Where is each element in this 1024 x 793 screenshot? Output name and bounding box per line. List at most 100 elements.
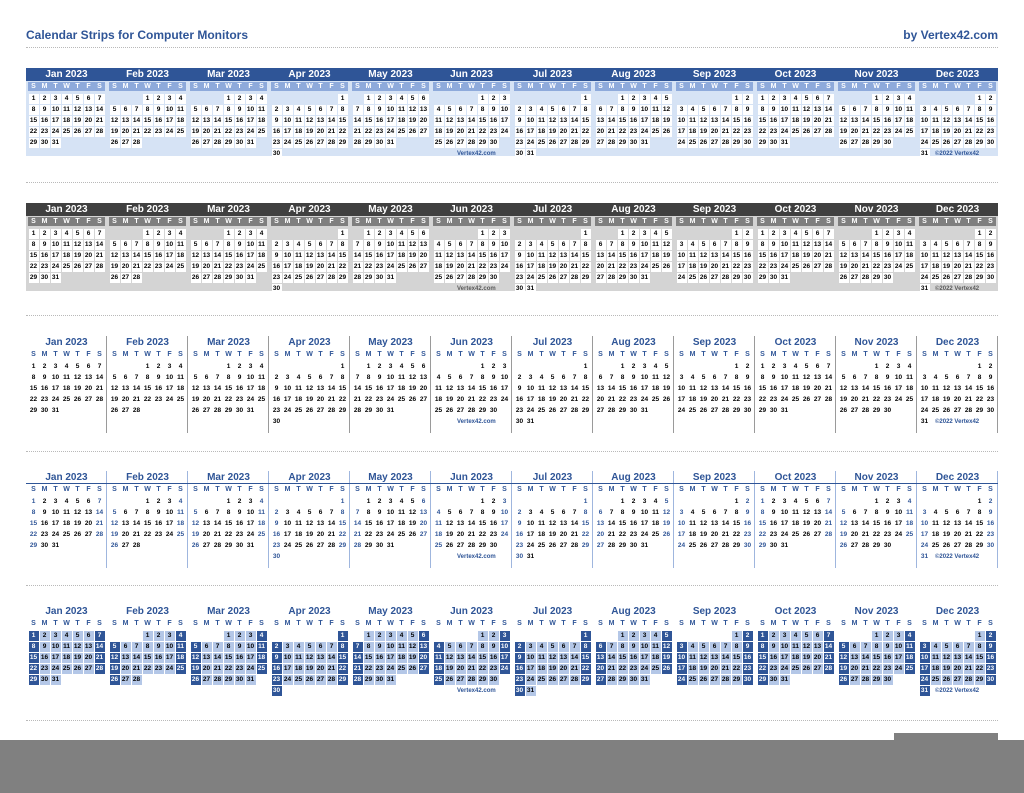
weekday-label: T <box>558 82 569 91</box>
weekday-label: M <box>770 486 777 493</box>
day-cell: 7 <box>720 105 731 115</box>
weekday-label: W <box>873 351 880 358</box>
day-cell: 29 <box>364 542 373 549</box>
weekday-label: S <box>274 351 279 358</box>
day-cell: 24 <box>639 262 650 272</box>
day-cell: 28 <box>467 407 476 414</box>
day-cell: 23 <box>375 531 384 538</box>
day-cell: 5 <box>804 498 809 505</box>
day-cell: 22 <box>338 531 347 538</box>
day-cell: 7 <box>212 642 223 652</box>
day-cell: 7 <box>97 498 102 505</box>
month-header: Jan 2023 <box>26 68 107 81</box>
weekday-label: T <box>804 486 809 493</box>
day-cell: 15 <box>618 385 627 392</box>
day-cell: 9 <box>885 509 890 516</box>
day-cell: 13 <box>315 251 326 261</box>
weekday-label: T <box>782 351 787 358</box>
day-cell: 17 <box>640 520 649 527</box>
day-cell: 1 <box>28 631 39 641</box>
day-cell: 28 <box>721 542 730 549</box>
day-cell: 12 <box>72 240 83 250</box>
day-cell: 11 <box>650 105 661 115</box>
day-cell: 11 <box>536 653 547 663</box>
weekday-label: T <box>963 217 974 226</box>
day-cell: 1 <box>337 631 348 641</box>
day-cell: 5 <box>941 240 952 250</box>
day-cell: 3 <box>282 240 293 250</box>
weekday-label: W <box>630 351 637 358</box>
day-cell: 28 <box>860 273 871 283</box>
day-cell: 1 <box>477 229 488 239</box>
day-cell: 6 <box>120 240 131 250</box>
day-cell: 19 <box>801 653 812 663</box>
day-cell: 3 <box>285 374 290 381</box>
day-cell: 2 <box>882 631 893 641</box>
day-cell: 4 <box>539 509 544 516</box>
day-cell: 5 <box>944 509 949 516</box>
day-cell: 11 <box>177 374 184 381</box>
day-cell: 21 <box>353 396 362 403</box>
day-cell: 6 <box>815 363 820 370</box>
day-cell: 16 <box>39 116 50 126</box>
month-block: Nov 2023 S M T W T F S 1 2 3 4 5 6 7 8 9 10 11 12 13 14 15 16 17… <box>836 605 917 702</box>
weekday-label: T <box>966 486 971 493</box>
day-cell: 26 <box>801 262 812 272</box>
day-cell: 15 <box>224 385 233 392</box>
day-cell: 20 <box>710 396 719 403</box>
day-cell: 27 <box>709 675 720 685</box>
day-cell: 5 <box>944 374 949 381</box>
day-cell: 20 <box>595 262 606 272</box>
day-cell: 11 <box>930 251 941 261</box>
month-block: Jun 2023 S M T W T F S 1 2 3 4 5 6 7 8 9 10 11 12 13 14 15 16 17… <box>431 203 512 300</box>
day-cell: 29 <box>337 273 348 283</box>
day-cell: 22 <box>617 664 628 674</box>
day-cell: 28 <box>353 407 362 414</box>
day-cell: 24 <box>780 531 789 538</box>
weekday-label: S <box>502 620 507 627</box>
day-cell: 18 <box>930 664 941 674</box>
day-cell: 21 <box>326 262 337 272</box>
day-cell: 1 <box>871 631 882 641</box>
day-cell: 31 <box>639 138 650 148</box>
day-cell: 7 <box>606 240 617 250</box>
day-cell: 5 <box>941 642 952 652</box>
day-cell: 26 <box>661 127 672 137</box>
weekday-label: M <box>930 82 941 91</box>
day-cell: 16 <box>882 653 893 663</box>
day-cell: 23 <box>628 664 639 674</box>
weekday-label: T <box>804 620 809 627</box>
day-cell: 12 <box>444 116 455 126</box>
day-cell: 3 <box>282 642 293 652</box>
day-cell: 5 <box>547 642 558 652</box>
day-cell: 28 <box>823 262 834 272</box>
day-cell: 11 <box>295 385 302 392</box>
day-cell: 16 <box>153 653 164 663</box>
day-cell: 4 <box>396 94 407 104</box>
day-cell: 16 <box>374 251 385 261</box>
day-cell: 25 <box>175 262 186 272</box>
day-cell: 10 <box>164 105 175 115</box>
day-cell: 16 <box>514 664 525 674</box>
weekday-label: S <box>823 217 834 226</box>
day-cell: 28 <box>352 138 363 148</box>
weekday-label: T <box>315 217 326 226</box>
day-cell: 10 <box>920 385 929 392</box>
day-cell: 20 <box>850 396 859 403</box>
day-cell: 29 <box>617 675 628 685</box>
weekday-label: M <box>284 486 291 493</box>
day-cell: 11 <box>538 385 545 392</box>
day-cell: 28 <box>607 407 616 414</box>
day-cell: 20 <box>315 664 326 674</box>
day-cell: 19 <box>942 531 951 538</box>
day-cell: 27 <box>418 262 429 272</box>
day-cell: 27 <box>595 273 606 283</box>
day-cell: 3 <box>164 229 175 239</box>
day-cell: 16 <box>40 520 49 527</box>
day-cell: 11 <box>293 251 304 261</box>
day-cell: 31 <box>920 553 929 560</box>
day-cell: 13 <box>455 116 466 126</box>
day-cell: 10 <box>283 385 292 392</box>
day-cell: 30 <box>882 138 893 148</box>
weekday-label: T <box>782 486 787 493</box>
